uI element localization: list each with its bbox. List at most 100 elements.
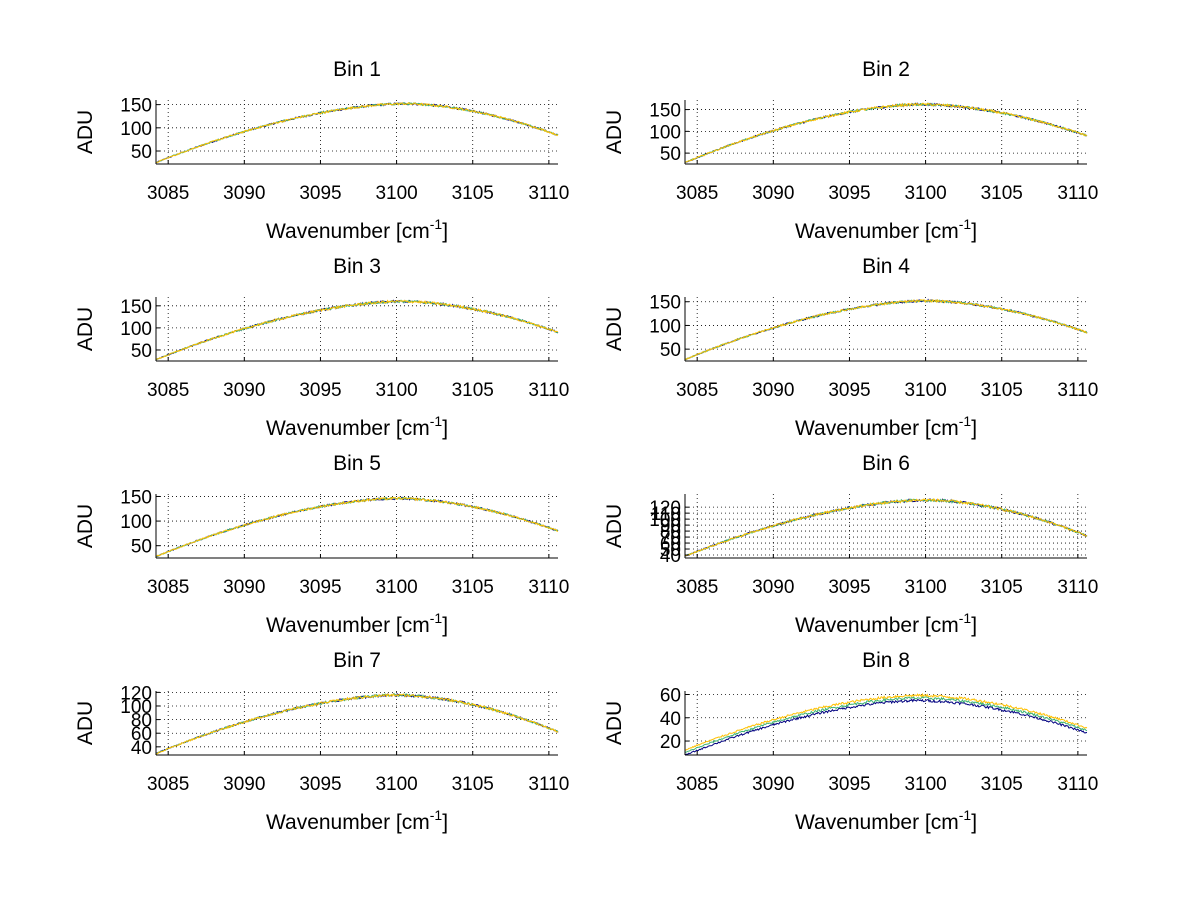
y-tick-label: 150 <box>120 297 152 318</box>
x-tick-label: 3110 <box>528 380 569 401</box>
series-line-3 <box>684 102 1088 163</box>
x-tick-label: 3085 <box>676 577 718 598</box>
x-axis-label: Wavenumber [cm-1] <box>266 413 448 440</box>
x-tick-label: 3085 <box>147 380 189 401</box>
x-tick-label: 3110 <box>1057 183 1098 204</box>
x-tick-label: 3095 <box>299 774 341 795</box>
y-tick-label: 150 <box>120 487 152 508</box>
x-tick-label: 3100 <box>904 380 946 401</box>
y-tick-label: 110 <box>651 504 681 525</box>
y-axis-label: ADU <box>74 307 97 351</box>
x-tick-label: 3100 <box>904 774 946 795</box>
x-tick-label: 3105 <box>981 380 1023 401</box>
x-tick-label: 3090 <box>752 774 794 795</box>
y-tick-label: 50 <box>660 144 681 165</box>
x-tick-label: 3105 <box>452 774 494 795</box>
x-tick-label: 3095 <box>828 380 870 401</box>
series-line-2 <box>155 693 559 754</box>
y-tick-label: 100 <box>649 122 681 143</box>
x-tick-label: 3100 <box>375 577 417 598</box>
x-axis-label: Wavenumber [cm-1] <box>266 216 448 243</box>
subplot-title: Bin 8 <box>862 649 910 672</box>
y-tick-label: 120 <box>649 498 681 519</box>
series-line-3 <box>155 693 559 755</box>
x-tick-label: 3095 <box>299 183 341 204</box>
y-tick-label: 150 <box>120 96 152 117</box>
x-tick-label: 3105 <box>452 183 494 204</box>
series-line-2 <box>684 498 1088 557</box>
y-tick-label: 80 <box>131 711 152 732</box>
x-tick-label: 3090 <box>752 183 794 204</box>
y-tick-label: 100 <box>120 319 152 340</box>
series-line-1 <box>155 102 559 163</box>
x-tick-label: 3090 <box>752 380 794 401</box>
y-tick-label: 50 <box>131 537 152 558</box>
series-line-2 <box>155 496 559 558</box>
x-tick-label: 3085 <box>147 577 189 598</box>
y-tick-label: 40 <box>660 546 681 567</box>
subplot-title: Bin 7 <box>333 649 381 672</box>
subplot-5: Bin 5 3085 3090 3095 3100 3105 3110 50 100 150 Wav… <box>74 452 569 637</box>
x-tick-label: 3085 <box>676 774 718 795</box>
subplot-title: Bin 4 <box>862 255 910 278</box>
y-tick-label: 70 <box>660 528 681 549</box>
x-tick-label: 3110 <box>1057 577 1098 598</box>
series-line-1 <box>155 496 559 558</box>
x-tick-label: 3105 <box>981 577 1023 598</box>
y-tick-label: 50 <box>660 540 681 561</box>
x-tick-label: 3085 <box>676 183 718 204</box>
y-axis-label: ADU <box>74 701 97 745</box>
y-tick-label: 80 <box>660 522 681 543</box>
y-tick-label: 40 <box>131 738 152 759</box>
series-line-1 <box>155 693 559 755</box>
x-axis-label: Wavenumber [cm-1] <box>795 216 977 243</box>
y-tick-label: 100 <box>120 697 152 718</box>
series-line-2 <box>155 101 559 163</box>
x-tick-label: 3105 <box>981 183 1023 204</box>
y-tick-label: 100 <box>649 316 681 337</box>
subplot-title: Bin 3 <box>333 255 381 278</box>
x-tick-label: 3105 <box>452 577 494 598</box>
series-line-3 <box>684 298 1088 361</box>
x-tick-label: 3110 <box>528 183 569 204</box>
y-tick-label: 60 <box>660 534 681 555</box>
x-tick-label: 3100 <box>904 577 946 598</box>
y-axis-label: ADU <box>603 307 626 351</box>
series-line-2 <box>684 299 1088 361</box>
series-line-2 <box>684 696 1088 753</box>
y-tick-label: 50 <box>131 341 152 362</box>
subplot-title: Bin 1 <box>333 58 381 81</box>
series-line-3 <box>155 102 559 163</box>
series-line-3 <box>155 299 559 361</box>
x-axis-label: Wavenumber [cm-1] <box>795 413 977 440</box>
y-tick-label: 100 <box>649 510 681 531</box>
y-tick-label: 100 <box>120 119 152 140</box>
subplot-7: Bin 7 3085 3090 3095 3100 3105 3110 40608010012… <box>74 649 569 834</box>
y-tick-label: 20 <box>660 732 681 753</box>
x-tick-label: 3090 <box>223 774 265 795</box>
x-tick-label: 3085 <box>147 183 189 204</box>
y-axis-label: ADU <box>603 504 626 548</box>
x-tick-label: 3100 <box>375 380 417 401</box>
x-tick-label: 3110 <box>1057 774 1098 795</box>
x-tick-label: 3095 <box>299 577 341 598</box>
x-tick-label: 3090 <box>223 577 265 598</box>
x-tick-label: 3090 <box>752 577 794 598</box>
x-tick-label: 3095 <box>828 183 870 204</box>
y-tick-label: 150 <box>649 293 681 314</box>
series-line-2 <box>684 102 1088 163</box>
y-axis-label: ADU <box>603 701 626 745</box>
x-tick-label: 3085 <box>676 380 718 401</box>
x-axis-label: Wavenumber [cm-1] <box>795 807 977 834</box>
y-tick-label: 40 <box>660 709 681 730</box>
x-tick-label: 3085 <box>147 774 189 795</box>
series-line-2 <box>155 299 559 361</box>
x-axis-label: Wavenumber [cm-1] <box>266 807 448 834</box>
series-line-3 <box>684 692 1088 751</box>
x-tick-label: 3110 <box>528 774 569 795</box>
y-tick-label: 150 <box>649 101 681 122</box>
